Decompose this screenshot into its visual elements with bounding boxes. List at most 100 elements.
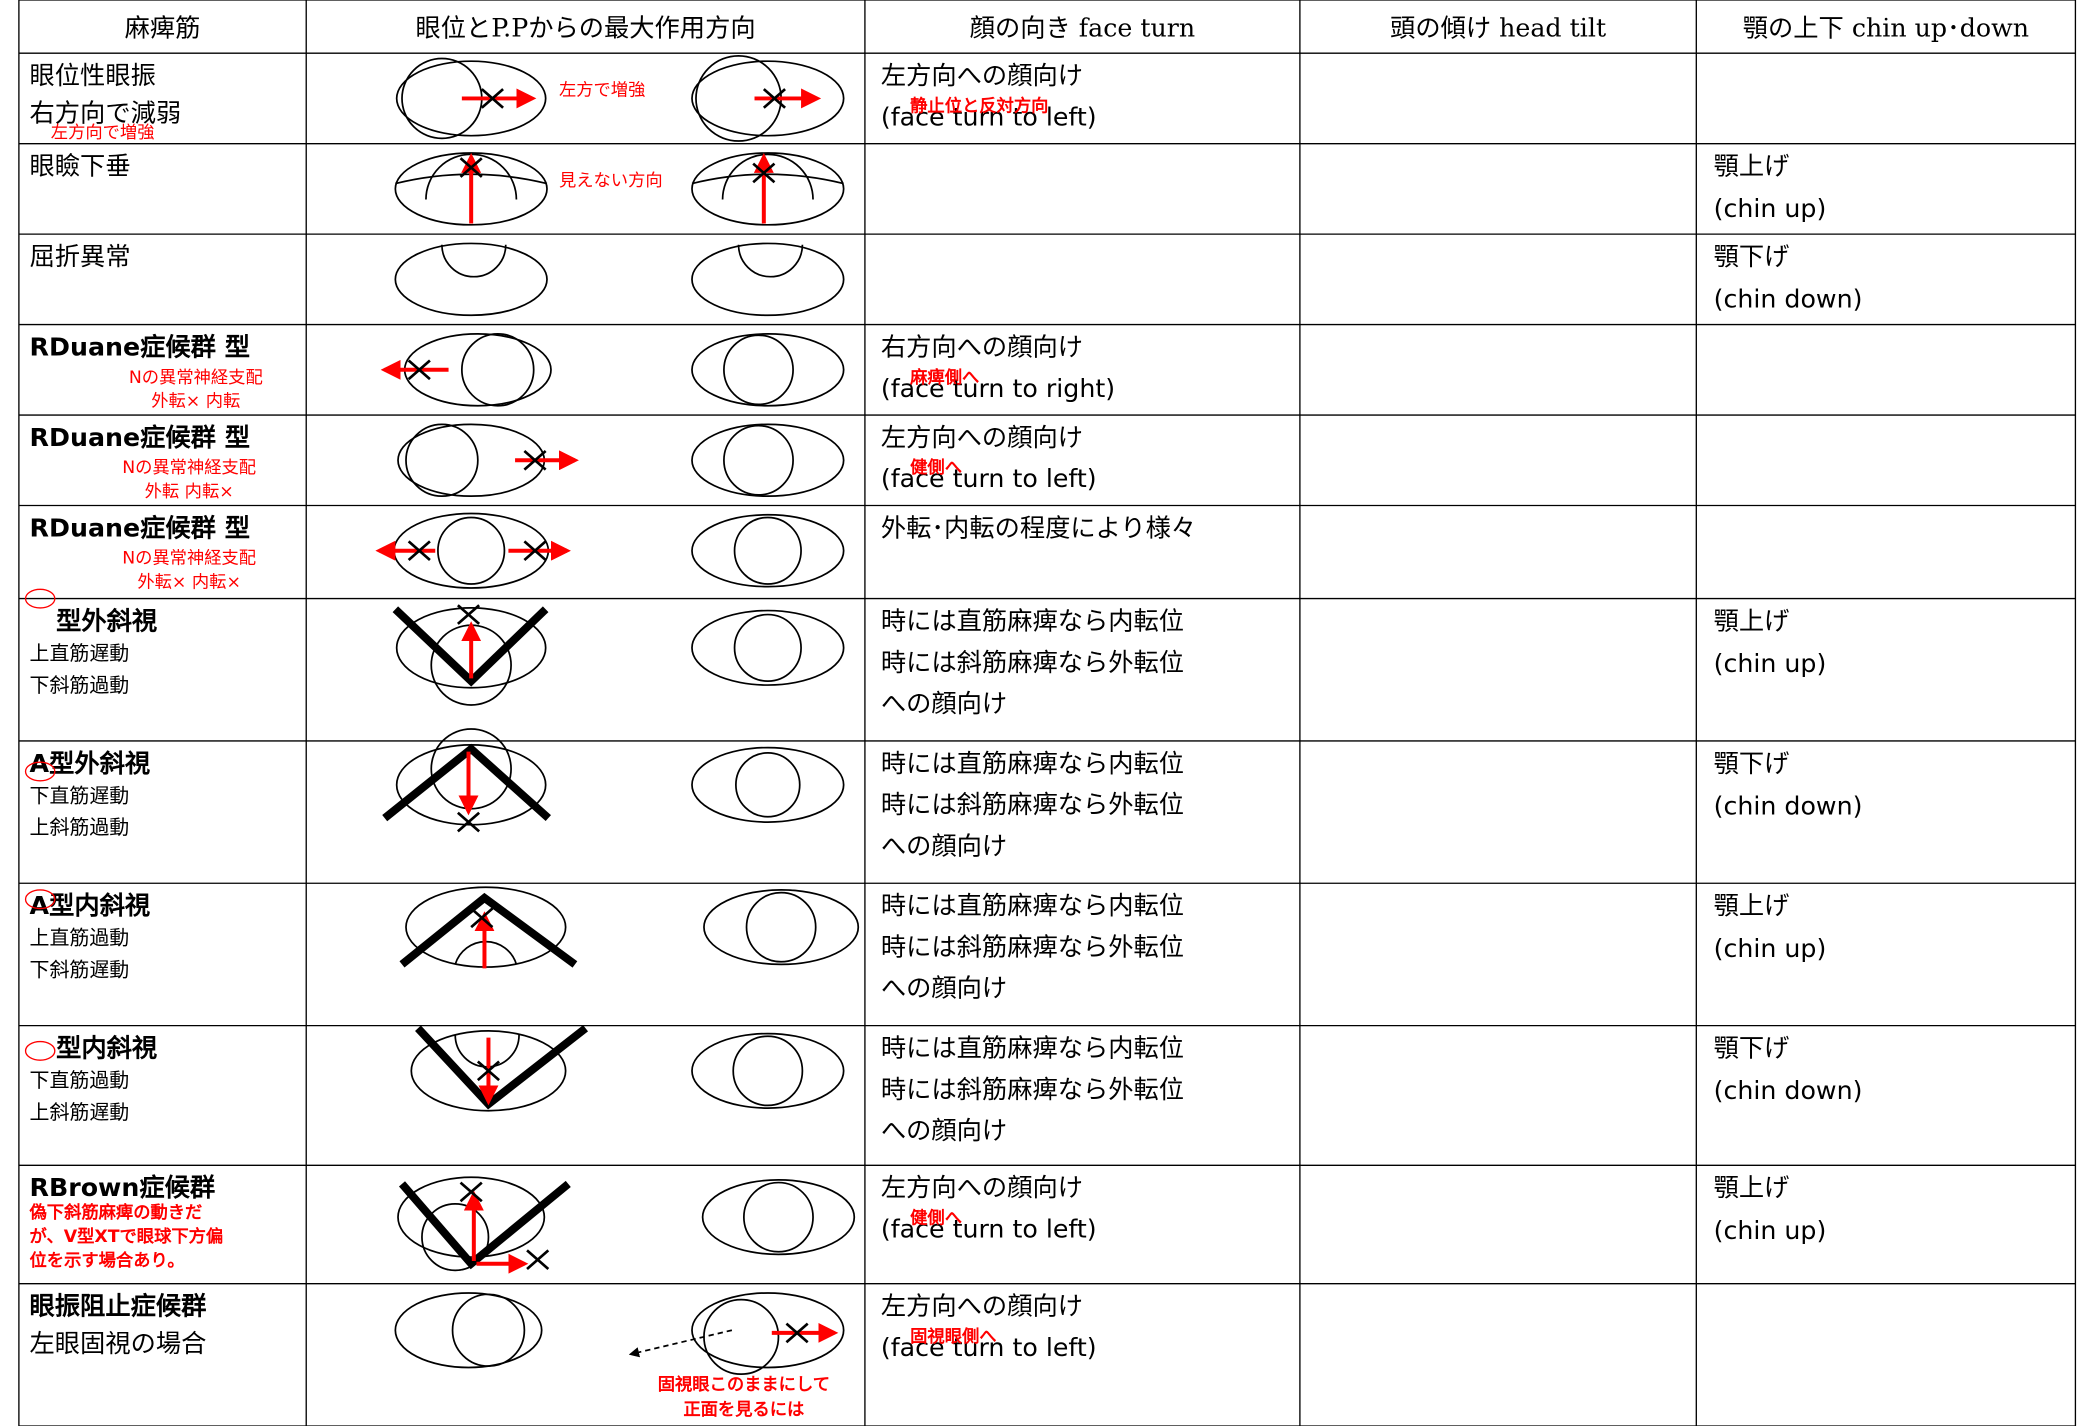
iris (723, 424, 794, 496)
x-mark (785, 1322, 809, 1344)
face-turn-text: 時には直筋麻痺なら内転位 (881, 607, 1184, 636)
iris (732, 1035, 804, 1107)
eye-outline (691, 513, 845, 588)
face-note: 固視眼側へ (910, 1326, 996, 1347)
table-grid (18, 0, 2077, 1426)
x-mark (476, 1060, 500, 1082)
muscle-note: Nの異常神経支配 (129, 368, 263, 388)
chin-text: (chin up) (1714, 194, 1827, 223)
face-turn-text: (face turn to left) (881, 464, 1097, 493)
eye-outline (395, 744, 547, 826)
chin-text: (chin down) (1714, 285, 1863, 314)
muscle-text: A型外斜視 (30, 749, 151, 778)
muscle-text: 眼位性眼振 (30, 61, 156, 90)
eye-outline (691, 1032, 845, 1109)
chin-text: 顎下げ (1714, 749, 1790, 778)
chin-text: (chin down) (1714, 791, 1863, 820)
muscle-text: 型内斜視 (56, 1034, 157, 1063)
x-mark (480, 88, 504, 109)
eye-outline (691, 423, 845, 498)
arc (691, 173, 844, 185)
guide-line (399, 892, 578, 968)
guide-line (398, 1180, 571, 1270)
chin-text: 顎上げ (1714, 891, 1790, 920)
muscle-text: 下直筋過動 (30, 1068, 130, 1092)
x-mark (407, 359, 431, 381)
muscle-text: 下直筋遅動 (30, 783, 130, 807)
muscle-note: 外転× 内転 (151, 392, 240, 412)
muscle-text: 右方向で減弱 (30, 98, 182, 127)
face-turn-text: 時には直筋麻痺なら内転位 (881, 1034, 1184, 1063)
face-turn-text: への顔向け (881, 689, 1007, 718)
muscle-note: Nの異常神経支配 (122, 458, 256, 478)
muscle-note: 位を示す場合あり。 (30, 1250, 185, 1271)
iris (421, 1202, 490, 1272)
muscle-text: 屈折異常 (30, 242, 131, 271)
x-mark (752, 162, 776, 184)
x-mark (459, 1181, 483, 1203)
face-turn-text: 外転･内転の程度により様々 (881, 513, 1196, 542)
muscle-text: 下斜筋過動 (30, 673, 130, 697)
x-mark (407, 540, 431, 562)
face-turn-text: への顔向け (881, 831, 1007, 860)
eye-outline (691, 1292, 845, 1369)
muscle-text: 眼振阻止症候群 (30, 1292, 207, 1321)
face-turn-text: 時には直筋麻痺なら内転位 (881, 891, 1184, 920)
arc (737, 244, 804, 278)
x-mark (459, 157, 483, 178)
eye-outline (395, 60, 547, 137)
eye-outline (691, 242, 845, 317)
arc (441, 244, 507, 278)
face-turn-text: 時には斜筋麻痺なら外転位 (881, 932, 1184, 961)
muscle-note: 外転 内転× (145, 482, 234, 502)
face-note: 健側へ (910, 457, 962, 478)
muscle-text: 上斜筋遅動 (30, 1100, 130, 1124)
column-header: 顔の向き face turn (970, 13, 1195, 42)
guide-line (392, 606, 549, 687)
face-turn-text: 時には直筋麻痺なら内転位 (881, 749, 1184, 778)
eye-outline (410, 1030, 567, 1112)
face-turn-text: (face turn to left) (881, 1333, 1097, 1362)
muscle-note: Nの異常神経支配 (122, 549, 256, 569)
muscle-text: A型内斜視 (30, 891, 151, 920)
x-mark (526, 1249, 550, 1271)
chin-text: 顎上げ (1714, 607, 1790, 636)
x-mark (456, 811, 481, 833)
x-mark (470, 907, 494, 929)
muscle-text: 上斜筋過動 (30, 815, 130, 839)
column-header: 麻痺筋 (125, 13, 201, 42)
eye-outline (395, 607, 547, 689)
eye-outline (394, 1292, 543, 1369)
mark-circle (24, 1040, 56, 1061)
muscle-text: RBrown症候群 (30, 1173, 216, 1202)
muscle-note: 左方向で増強 (51, 123, 155, 143)
iris (733, 613, 802, 682)
mark-circle (24, 889, 56, 910)
eye-outline (703, 889, 860, 966)
iris (743, 1181, 814, 1253)
iris (745, 891, 817, 963)
eye-outline (691, 60, 845, 137)
guide-line (382, 743, 551, 822)
chin-text: 顎下げ (1714, 1034, 1790, 1063)
face-turn-text: への顔向け (881, 1116, 1007, 1145)
iris (437, 516, 506, 585)
face-note: 健側へ (910, 1207, 962, 1228)
muscle-text: 上直筋遅動 (30, 641, 130, 665)
chin-text: 顎上げ (1714, 152, 1790, 181)
diagram-note: 正面を見るには (683, 1400, 804, 1420)
muscle-text: 上直筋過動 (30, 926, 130, 950)
muscle-text: 左眼固視の場合 (30, 1329, 207, 1358)
muscle-text: 型外斜視 (56, 607, 157, 636)
face-turn-text: 左方向への顔向け (881, 61, 1083, 90)
muscle-note: 偽下斜筋麻痺の動きだ (29, 1202, 203, 1223)
eye-outline (701, 1179, 856, 1256)
eye-outline (691, 152, 845, 226)
iris (703, 1298, 780, 1375)
iris (451, 1293, 526, 1368)
iris (733, 516, 802, 585)
eye-outline (394, 242, 548, 317)
face-turn-text: 時には斜筋麻痺なら外転位 (881, 1075, 1184, 1104)
chin-text: (chin up) (1714, 934, 1827, 963)
